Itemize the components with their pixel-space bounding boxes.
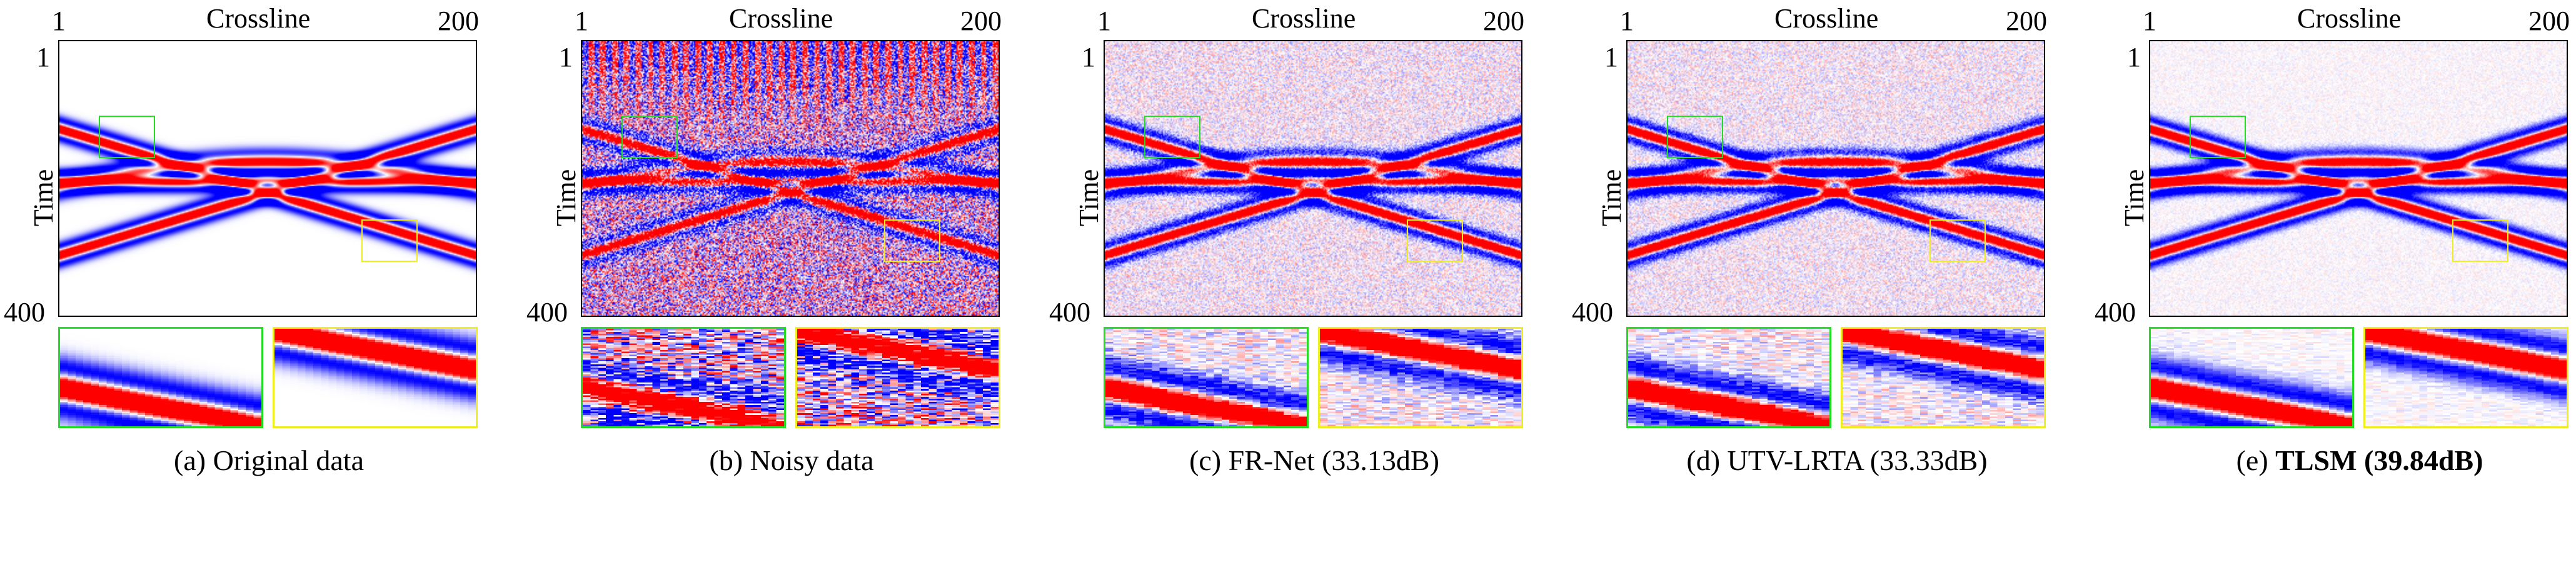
zoom-region-green xyxy=(1144,115,1201,158)
zoom-region-yellow xyxy=(2452,219,2508,262)
x-tick-first: 1 xyxy=(2143,6,2156,36)
zoom-region-green xyxy=(99,115,156,158)
x-tick-first: 1 xyxy=(1620,6,1634,36)
zoom-region-yellow xyxy=(1929,219,1986,262)
panel-c: 1 Crossline 200 1 400 Time (c) FR-Net (3… xyxy=(1045,0,1568,585)
inset-yellow-image xyxy=(1320,329,1521,426)
zoom-region-green xyxy=(1667,115,1724,158)
x-tick-last: 200 xyxy=(2528,6,2570,36)
inset-yellow-image xyxy=(1843,329,2044,426)
inset-green xyxy=(58,327,263,428)
y-tick-first: 1 xyxy=(1604,42,1618,72)
zoom-region-green xyxy=(621,115,678,158)
inset-green xyxy=(581,327,786,428)
inset-yellow xyxy=(2363,327,2568,428)
x-tick-last: 200 xyxy=(2006,6,2047,36)
inset-yellow xyxy=(1318,327,1523,428)
y-axis-title: Time xyxy=(28,169,59,226)
seismic-section xyxy=(1626,40,2045,317)
x-axis-title: Crossline xyxy=(1774,3,1879,34)
y-tick-first: 1 xyxy=(2127,42,2141,72)
caption-text: (a) Original data xyxy=(174,444,364,476)
inset-yellow-image xyxy=(797,329,999,426)
x-axis-title: Crossline xyxy=(2297,3,2402,34)
y-tick-last: 400 xyxy=(1049,297,1090,328)
x-axis-title: Crossline xyxy=(1252,3,1356,34)
inset-yellow xyxy=(795,327,1000,428)
x-axis-title: Crossline xyxy=(729,3,833,34)
seismic-image xyxy=(582,41,999,316)
inset-green-image xyxy=(2151,329,2352,426)
zoom-region-yellow xyxy=(1406,219,1463,262)
seismic-image xyxy=(2150,41,2567,316)
panel-b: 1 Crossline 200 1 400 Time (b) Noisy dat… xyxy=(523,0,1045,585)
seismic-section xyxy=(58,40,477,317)
inset-green-image xyxy=(1105,329,1307,426)
caption-text: (c) FR-Net (33.13dB) xyxy=(1189,444,1439,476)
panel-e: 1 Crossline 200 1 400 Time (e) TLSM (39.… xyxy=(2091,0,2576,585)
inset-yellow xyxy=(273,327,478,428)
zoom-region-yellow xyxy=(883,219,940,262)
y-axis-title: Time xyxy=(2119,169,2150,226)
inset-green xyxy=(1626,327,1831,428)
y-tick-last: 400 xyxy=(526,297,568,328)
x-axis-title: Crossline xyxy=(206,3,311,34)
x-tick-last: 200 xyxy=(960,6,1002,36)
seismic-image xyxy=(1105,41,1521,316)
zoom-region-yellow xyxy=(361,219,418,262)
seismic-section xyxy=(2149,40,2568,317)
y-tick-last: 400 xyxy=(4,297,45,328)
panel-caption: (d) UTV-LRTA (33.33dB) xyxy=(1568,444,2106,477)
y-tick-first: 1 xyxy=(559,42,573,72)
y-tick-last: 400 xyxy=(1572,297,1613,328)
inset-yellow-image xyxy=(2365,329,2567,426)
inset-green-image xyxy=(583,329,784,426)
caption-bold-text: TLSM (39.84dB) xyxy=(2275,444,2483,476)
panel-caption: (e) TLSM (39.84dB) xyxy=(2091,444,2576,477)
zoom-region-green xyxy=(2190,115,2246,158)
y-tick-first: 1 xyxy=(1082,42,1095,72)
y-axis-title: Time xyxy=(1596,169,1627,226)
seismic-image xyxy=(59,41,476,316)
caption-text: (b) Noisy data xyxy=(709,444,874,476)
seismic-section xyxy=(581,40,1000,317)
x-tick-last: 200 xyxy=(438,6,479,36)
y-tick-first: 1 xyxy=(36,42,50,72)
seismic-section xyxy=(1104,40,1522,317)
panel-caption: (c) FR-Net (33.13dB) xyxy=(1045,444,1583,477)
panel-caption: (b) Noisy data xyxy=(523,444,1060,477)
inset-green xyxy=(2149,327,2354,428)
x-tick-first: 1 xyxy=(1097,6,1111,36)
inset-green xyxy=(1104,327,1309,428)
y-tick-last: 400 xyxy=(2095,297,2136,328)
inset-green-image xyxy=(1628,329,1829,426)
x-tick-last: 200 xyxy=(1483,6,1524,36)
panel-d: 1 Crossline 200 1 400 Time (d) UTV-LRTA … xyxy=(1568,0,2091,585)
caption-text: (d) UTV-LRTA (33.33dB) xyxy=(1686,444,1988,476)
x-tick-first: 1 xyxy=(575,6,588,36)
y-axis-title: Time xyxy=(551,169,581,226)
x-tick-first: 1 xyxy=(52,6,66,36)
caption-text: (e) xyxy=(2236,444,2276,476)
inset-yellow-image xyxy=(274,329,476,426)
y-axis-title: Time xyxy=(1074,169,1104,226)
panel-caption: (a) Original data xyxy=(0,444,538,477)
inset-yellow xyxy=(1841,327,2046,428)
panel-a: 1 Crossline 200 1 400 Time (a) Original … xyxy=(0,0,523,585)
inset-green-image xyxy=(60,329,261,426)
seismic-image xyxy=(1628,41,2044,316)
